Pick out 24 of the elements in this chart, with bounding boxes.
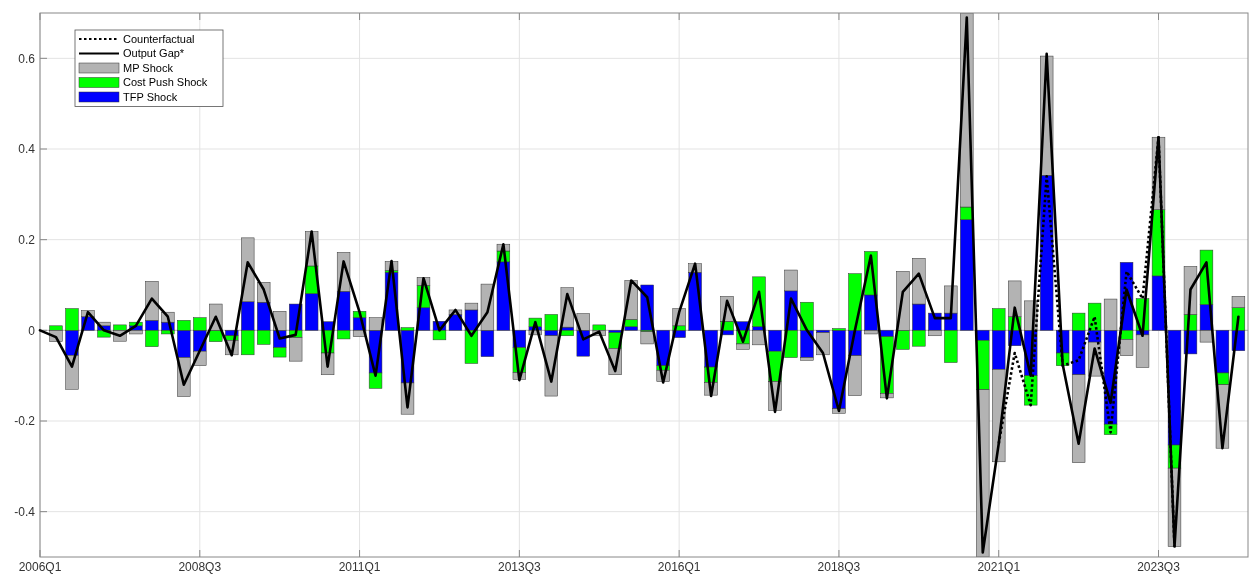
y-tick-label: -0.4 — [14, 504, 36, 519]
x-tick-label: 2013Q3 — [498, 560, 542, 574]
line-series — [997, 135, 1176, 548]
line-series — [38, 16, 1240, 554]
x-tick-label: 2016Q1 — [657, 560, 701, 574]
x-tick-label: 2018Q3 — [817, 560, 861, 574]
bar — [560, 330, 574, 337]
y-tick-label: 0.2 — [18, 232, 36, 247]
y-tick-label: 0 — [28, 323, 36, 338]
legend-label: Cost Push Shock — [123, 76, 208, 89]
bar — [544, 314, 558, 331]
bar — [129, 330, 143, 335]
x-tick-label: 2011Q1 — [338, 560, 381, 574]
x-tick-label: 2021Q1 — [977, 560, 1021, 574]
x-tick-label: 2023Q3 — [1137, 560, 1181, 574]
x-tick-label: 2008Q3 — [178, 560, 222, 574]
y-tick-label: 0.6 — [18, 51, 36, 66]
y-tick-label: 0.4 — [18, 142, 36, 157]
legend-label: MP Shock — [123, 61, 174, 74]
y-tick-label: -0.2 — [14, 414, 36, 429]
legend-label: Counterfactual — [123, 32, 195, 45]
legend-label: TFP Shock — [123, 90, 178, 103]
x-tick-label: 2006Q1 — [18, 560, 62, 574]
legend-label: Output Gap* — [123, 47, 185, 60]
